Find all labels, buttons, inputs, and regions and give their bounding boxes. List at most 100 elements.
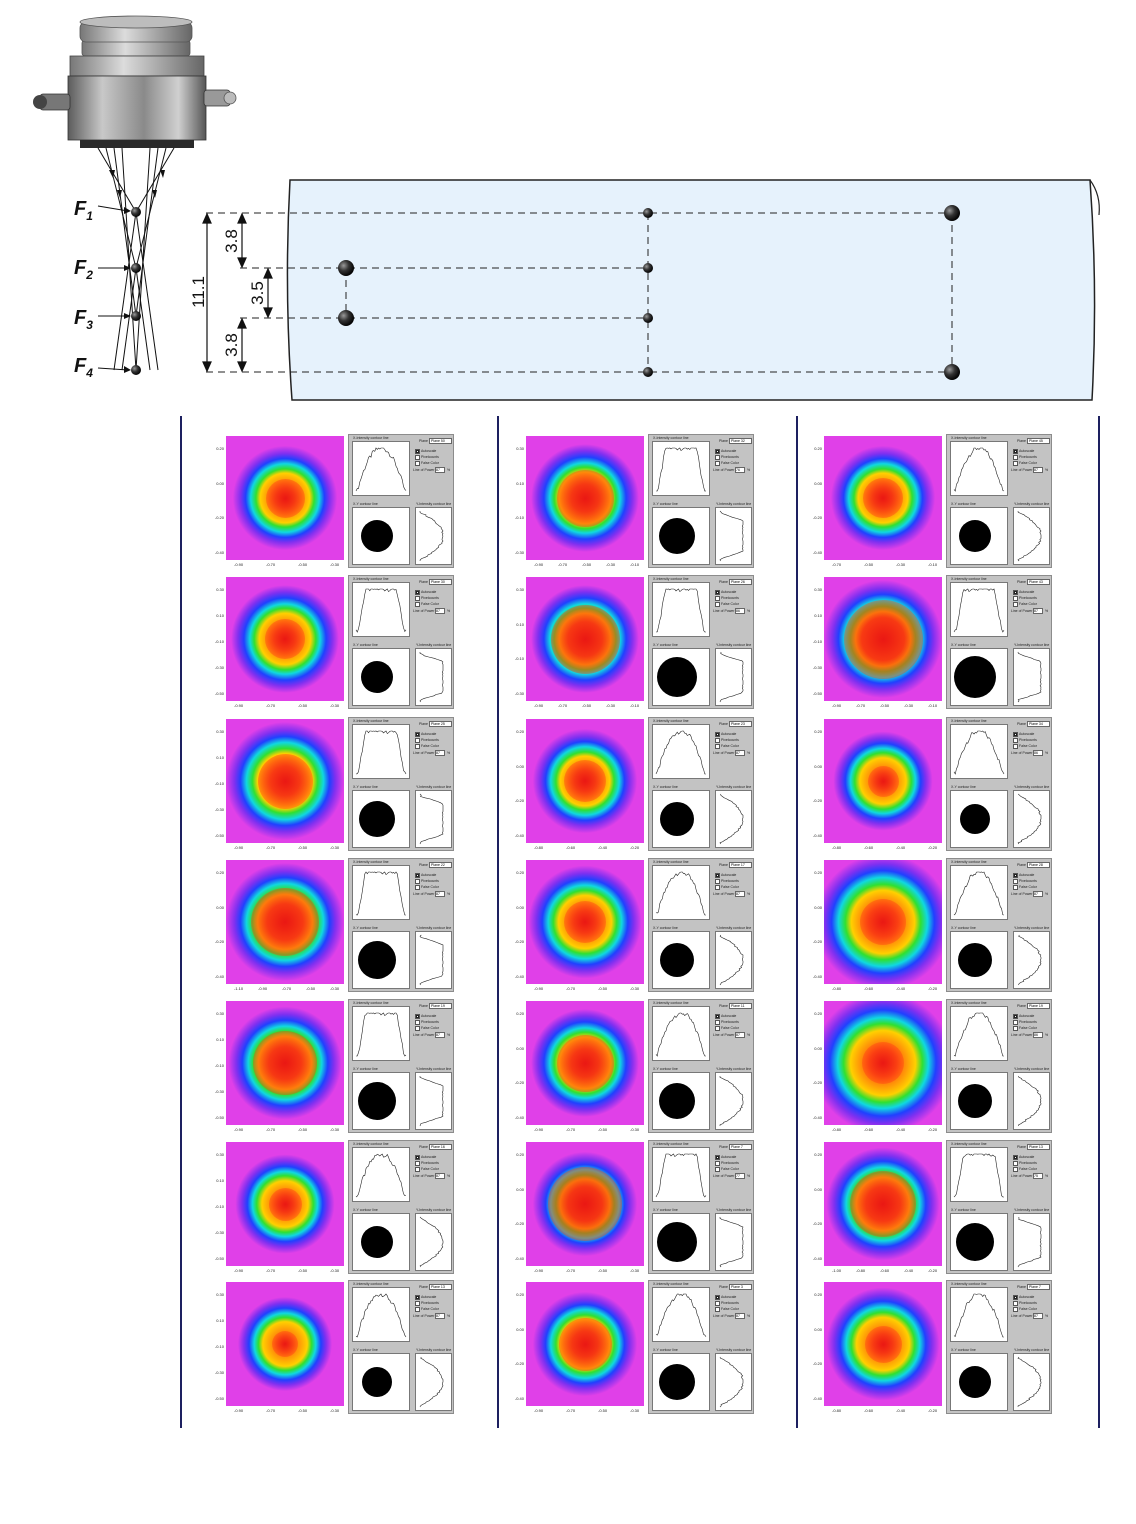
plane-select[interactable]: Plane 13 [1027,1144,1050,1150]
autoscale-checkbox[interactable] [715,1295,720,1300]
pixelcounts-checkbox[interactable] [715,1020,720,1025]
autoscale-checkbox[interactable] [1013,1014,1018,1019]
plane-select[interactable]: Plane 28 [1027,862,1050,868]
false-color-checkbox[interactable] [715,1167,720,1172]
pixelcounts-checkbox[interactable] [715,1161,720,1166]
pixelcounts-checkbox[interactable] [1013,1301,1018,1306]
line-of-power-input[interactable]: 87 [1033,467,1043,473]
line-of-power-input[interactable]: 87 [735,891,745,897]
pixelcounts-checkbox[interactable] [1013,455,1018,460]
pixelcounts-checkbox[interactable] [1013,1161,1018,1166]
line-of-power-input[interactable]: 87 [735,1313,745,1319]
line-of-power-input[interactable]: 75 [1033,1173,1043,1179]
line-of-power-input[interactable]: 87 [1033,891,1043,897]
plane-select[interactable]: Plane 19 [429,1003,452,1009]
line-of-power-input[interactable]: 76 [735,467,745,473]
line-of-power-input[interactable]: 77 [735,1173,745,1179]
line-of-power-input[interactable]: 86 [735,608,745,614]
line-of-power-input[interactable]: 87 [435,608,445,614]
autoscale-checkbox[interactable] [715,732,720,737]
false-color-checkbox[interactable] [1013,1167,1018,1172]
false-color-checkbox[interactable] [415,885,420,890]
line-of-power-input[interactable]: 86 [1033,750,1043,756]
plane-select[interactable]: Plane 26 [729,579,752,585]
plane-select[interactable]: Plane 43 [1027,579,1050,585]
false-color-checkbox[interactable] [415,602,420,607]
plane-select[interactable]: Plane 25 [429,721,452,727]
false-color-checkbox[interactable] [1013,602,1018,607]
pixelcounts-checkbox[interactable] [415,596,420,601]
autoscale-checkbox[interactable] [415,590,420,595]
line-of-power-input[interactable]: 87 [735,1032,745,1038]
plane-select[interactable]: Plane 17 [729,862,752,868]
pixelcounts-checkbox[interactable] [415,1301,420,1306]
autoscale-checkbox[interactable] [1013,732,1018,737]
pixelcounts-checkbox[interactable] [715,738,720,743]
autoscale-checkbox[interactable] [415,873,420,878]
line-of-power-input[interactable]: 87 [1033,1313,1043,1319]
plane-select[interactable]: Plane 16 [429,1144,452,1150]
line-of-power-input[interactable]: 86 [1033,1032,1043,1038]
plane-select[interactable]: Plane 50 [429,438,452,444]
autoscale-checkbox[interactable] [1013,449,1018,454]
false-color-checkbox[interactable] [415,1307,420,1312]
autoscale-checkbox[interactable] [715,590,720,595]
autoscale-checkbox[interactable] [415,1155,420,1160]
false-color-checkbox[interactable] [1013,1026,1018,1031]
false-color-checkbox[interactable] [715,885,720,890]
autoscale-checkbox[interactable] [1013,1155,1018,1160]
plane-select[interactable]: Plane 13 [429,1284,452,1290]
line-of-power-input[interactable]: 87 [435,1173,445,1179]
autoscale-checkbox[interactable] [1013,873,1018,878]
line-of-power-input[interactable]: 87 [435,1032,445,1038]
plane-select[interactable]: Plane 30 [429,579,452,585]
autoscale-checkbox[interactable] [415,1014,420,1019]
pixelcounts-checkbox[interactable] [715,455,720,460]
plane-select[interactable]: Plane 32 [729,438,752,444]
pixelcounts-checkbox[interactable] [415,738,420,743]
plane-select[interactable]: Plane 7 [729,1144,752,1150]
line-of-power-input[interactable]: 87 [1033,608,1043,614]
plane-select[interactable]: Plane 45 [1027,438,1050,444]
false-color-checkbox[interactable] [1013,885,1018,890]
autoscale-checkbox[interactable] [715,873,720,878]
plane-select[interactable]: Plane 19 [1027,1003,1050,1009]
false-color-checkbox[interactable] [415,1026,420,1031]
false-color-checkbox[interactable] [415,1167,420,1172]
line-of-power-input[interactable]: 87 [435,467,445,473]
plane-select[interactable]: Plane 11 [729,1003,752,1009]
pixelcounts-checkbox[interactable] [715,1301,720,1306]
pixelcounts-checkbox[interactable] [415,879,420,884]
plane-select[interactable]: Plane 23 [729,721,752,727]
autoscale-checkbox[interactable] [415,1295,420,1300]
plane-select[interactable]: Plane 22 [429,862,452,868]
autoscale-checkbox[interactable] [415,732,420,737]
autoscale-checkbox[interactable] [715,1155,720,1160]
false-color-checkbox[interactable] [715,1026,720,1031]
plane-select[interactable]: Plane 34 [1027,721,1050,727]
pixelcounts-checkbox[interactable] [715,596,720,601]
plane-select[interactable]: Plane 3 [729,1284,752,1290]
false-color-checkbox[interactable] [415,461,420,466]
autoscale-checkbox[interactable] [715,449,720,454]
pixelcounts-checkbox[interactable] [1013,1020,1018,1025]
autoscale-checkbox[interactable] [715,1014,720,1019]
false-color-checkbox[interactable] [1013,744,1018,749]
false-color-checkbox[interactable] [715,461,720,466]
pixelcounts-checkbox[interactable] [715,879,720,884]
autoscale-checkbox[interactable] [415,449,420,454]
pixelcounts-checkbox[interactable] [1013,738,1018,743]
autoscale-checkbox[interactable] [1013,590,1018,595]
false-color-checkbox[interactable] [1013,1307,1018,1312]
line-of-power-input[interactable]: 87 [435,891,445,897]
autoscale-checkbox[interactable] [1013,1295,1018,1300]
false-color-checkbox[interactable] [715,602,720,607]
pixelcounts-checkbox[interactable] [1013,879,1018,884]
false-color-checkbox[interactable] [1013,461,1018,466]
line-of-power-input[interactable]: 87 [435,750,445,756]
false-color-checkbox[interactable] [415,744,420,749]
false-color-checkbox[interactable] [715,744,720,749]
line-of-power-input[interactable]: 87 [435,1313,445,1319]
pixelcounts-checkbox[interactable] [415,455,420,460]
pixelcounts-checkbox[interactable] [415,1161,420,1166]
